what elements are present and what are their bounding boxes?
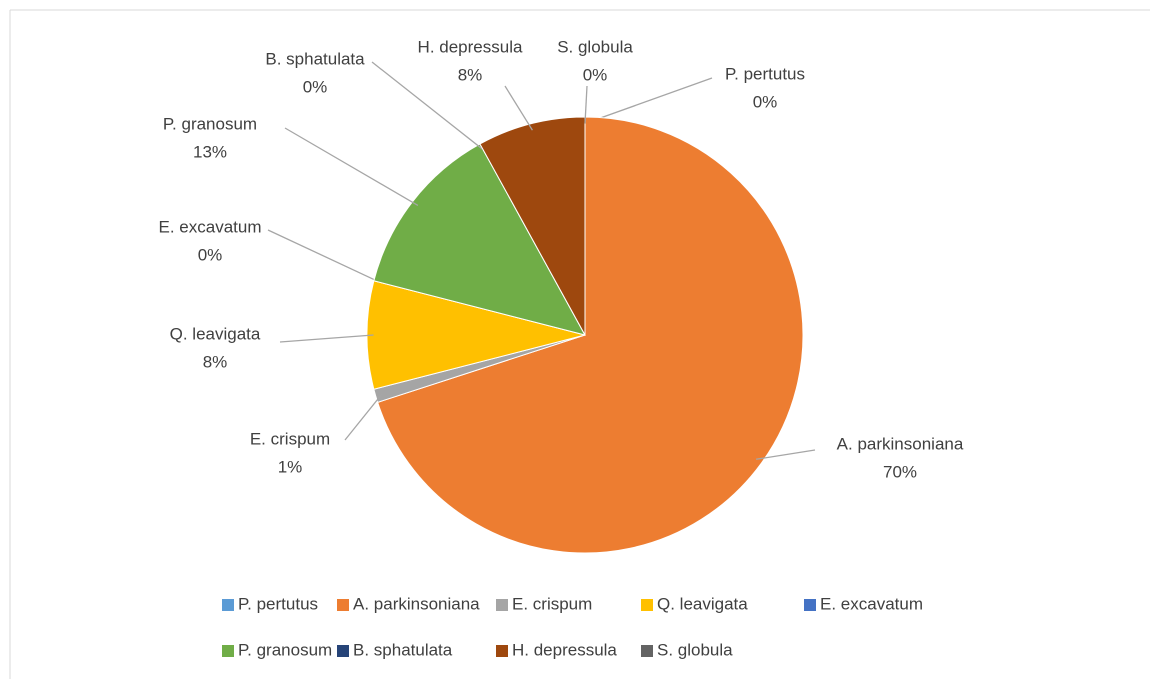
slice-label: Q. leavigata — [170, 324, 261, 343]
slice-value-label: 8% — [458, 65, 483, 84]
slice-value-label: 13% — [193, 142, 227, 161]
slice-value-label: 0% — [198, 245, 223, 264]
legend-swatch — [496, 645, 508, 657]
leader-line — [584, 77, 713, 125]
slice-label: B. sphatulata — [265, 49, 365, 68]
slice-label: E. excavatum — [159, 217, 262, 236]
legend-swatch — [496, 599, 508, 611]
slice-value-label: 8% — [203, 352, 228, 371]
slice-label: A. parkinsoniana — [837, 434, 964, 453]
leader-line — [284, 127, 419, 206]
slice-value-label: 0% — [303, 77, 328, 96]
pie-slice — [479, 116, 586, 336]
legend-label: S. globula — [657, 640, 733, 659]
legend-label: E. excavatum — [820, 594, 923, 613]
legend-label: B. sphatulata — [353, 640, 453, 659]
leader-line — [371, 61, 484, 151]
pie-slice — [377, 116, 804, 554]
legend-label: P. granosum — [238, 640, 332, 659]
legend-label: P. pertutus — [238, 594, 318, 613]
leader-line — [267, 229, 381, 284]
legend-swatch — [337, 645, 349, 657]
leader-line — [584, 85, 588, 124]
legend-label: E. crispum — [512, 594, 592, 613]
slice-label: E. crispum — [250, 429, 330, 448]
legend-swatch — [222, 599, 234, 611]
legend-swatch — [804, 599, 816, 611]
slice-label: P. pertutus — [725, 64, 805, 83]
legend-label: A. parkinsoniana — [353, 594, 480, 613]
legend-swatch — [337, 599, 349, 611]
slice-value-label: 0% — [583, 65, 608, 84]
leader-line — [344, 393, 383, 441]
legend-label: H. depressula — [512, 640, 617, 659]
slice-label: S. globula — [557, 37, 633, 56]
slice-label: P. granosum — [163, 114, 257, 133]
slice-value-label: 70% — [883, 462, 917, 481]
legend-label: Q. leavigata — [657, 594, 748, 613]
legend-swatch — [641, 645, 653, 657]
slice-value-label: 0% — [753, 92, 778, 111]
leader-line — [755, 449, 816, 460]
legend-swatch — [641, 599, 653, 611]
leader-line — [279, 334, 374, 343]
pie-slice — [373, 143, 586, 336]
slice-label: H. depressula — [418, 37, 523, 56]
leader-line — [504, 85, 533, 131]
slice-value-label: 1% — [278, 457, 303, 476]
legend-swatch — [222, 645, 234, 657]
